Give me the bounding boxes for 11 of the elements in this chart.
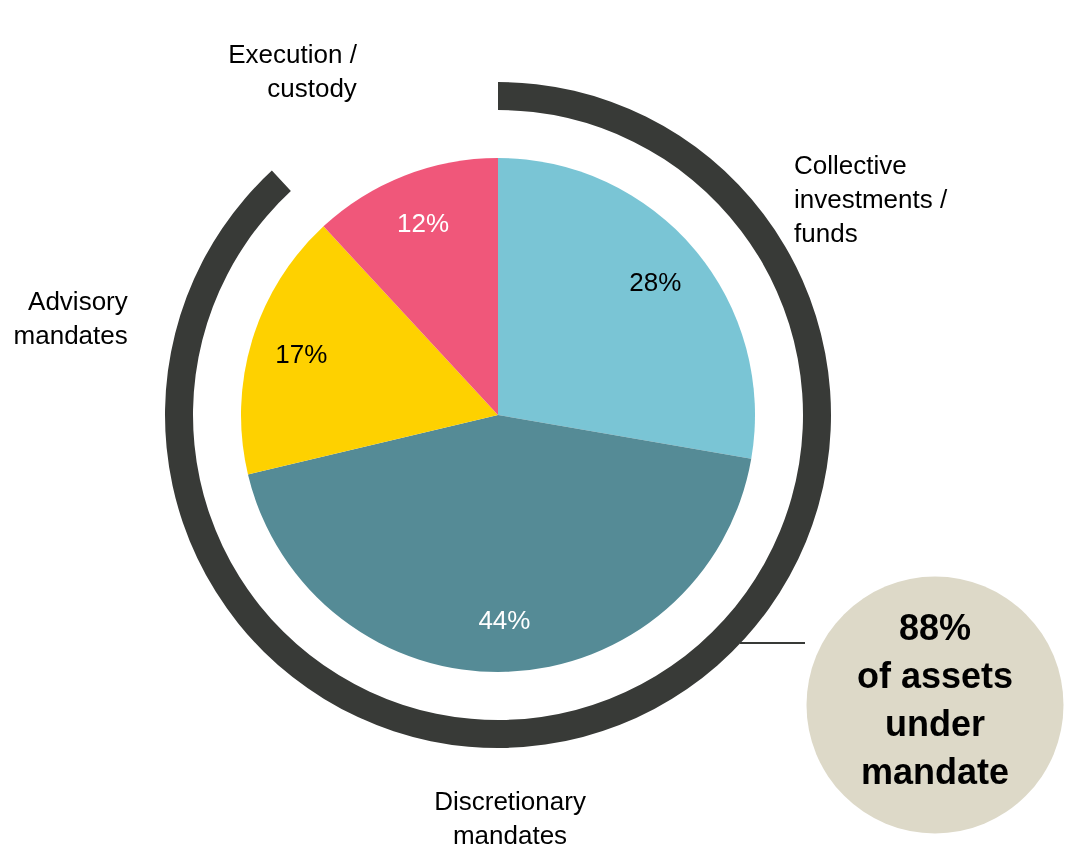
slice-label: Advisory mandates [13,286,128,351]
slice-label: Execution / custody [228,38,358,103]
pie-slice [247,415,752,672]
slice-label: Discretionary mandates [434,785,586,846]
data-label: 12% [397,207,450,238]
text: 88% of assets under mandate [856,607,1014,792]
pie-slice [498,158,755,459]
data-label: 44% [478,604,531,635]
data-label: 28% [629,266,682,297]
slice-label: Collective investments / funds [794,149,948,248]
data-label: 17% [275,339,328,370]
